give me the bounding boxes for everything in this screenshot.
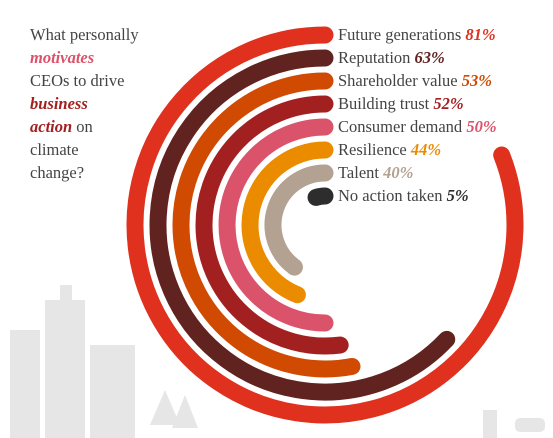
bar-label: Resilience 44% xyxy=(338,140,441,159)
radial-bar xyxy=(126,26,524,424)
value-label: 53% xyxy=(462,71,492,90)
category-label: Building trust xyxy=(338,94,430,113)
skyline xyxy=(10,285,545,438)
title-emphasis: motivates xyxy=(30,48,94,67)
value-label: 44% xyxy=(410,140,441,159)
title-line: climate xyxy=(30,140,79,159)
title-line: action on xyxy=(30,117,93,136)
radial-bar xyxy=(218,118,334,332)
value-label: 5% xyxy=(447,186,469,205)
title-emphasis: business xyxy=(30,94,88,113)
radial-bar xyxy=(149,49,456,401)
value-label: 81% xyxy=(465,25,495,44)
bar-label: Consumer demand 50% xyxy=(338,117,497,136)
radial-bar xyxy=(241,141,334,304)
title-line: CEOs to drive xyxy=(30,71,124,90)
radial-bar xyxy=(307,187,334,206)
category-label: Consumer demand xyxy=(338,117,463,136)
title-line: on xyxy=(76,117,93,136)
category-label: No action taken xyxy=(338,186,442,205)
radial-bar xyxy=(264,164,334,276)
category-label: Shareholder value xyxy=(338,71,458,90)
bar-label: No action taken 5% xyxy=(338,186,469,205)
title-line: What personally xyxy=(30,25,139,44)
value-label: 50% xyxy=(466,117,496,136)
bar-label: Building trust 52% xyxy=(338,94,464,113)
category-label: Future generations xyxy=(338,25,461,44)
bar-label: Talent 40% xyxy=(338,163,413,182)
radial-bar xyxy=(172,72,361,378)
radial-bar xyxy=(195,95,349,355)
category-label: Resilience xyxy=(338,140,407,159)
title-line: change? xyxy=(30,163,84,182)
bar-label: Shareholder value 53% xyxy=(338,71,492,90)
category-label: Reputation xyxy=(338,48,410,67)
value-label: 63% xyxy=(415,48,445,67)
category-label: Talent xyxy=(338,163,379,182)
bar-label: Future generations 81% xyxy=(338,25,496,44)
value-label: 40% xyxy=(382,163,413,182)
bar-label: Reputation 63% xyxy=(338,48,445,67)
value-label: 52% xyxy=(433,94,463,113)
title-emphasis: action xyxy=(30,117,72,136)
